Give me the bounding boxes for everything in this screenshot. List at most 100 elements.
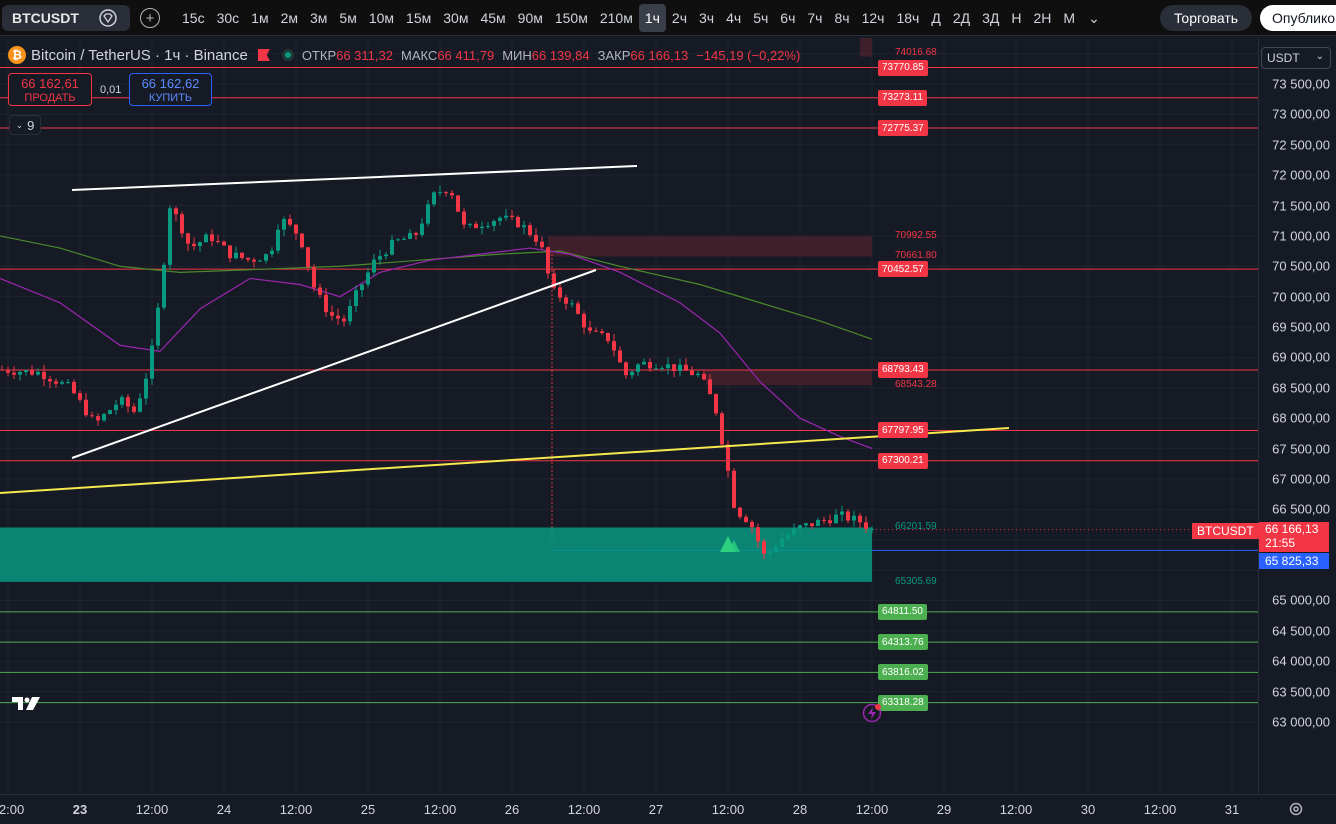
supply-zone: [548, 236, 872, 257]
candle-body: [852, 515, 856, 521]
level-tag[interactable]: 73273.11: [878, 89, 927, 106]
candle-body: [492, 221, 496, 226]
diamond-icon[interactable]: [98, 8, 118, 28]
interval-14[interactable]: 2ч: [671, 10, 688, 26]
interval-28[interactable]: М: [1063, 10, 1076, 26]
candle-body: [138, 398, 142, 412]
interval-26[interactable]: Н: [1011, 10, 1022, 26]
interval-27[interactable]: 2Н: [1033, 10, 1052, 26]
candle-body: [750, 522, 754, 528]
price-axis[interactable]: 73 500,00 73 000,00 72 500,00 72 000,00 71 5…: [1258, 38, 1336, 794]
candle-body: [186, 233, 190, 244]
time-axis[interactable]: 12:00 23 12:00 24 12:00 25 12:00 26 12:00 27 12:00…: [0, 794, 1336, 824]
indicators-toggle[interactable]: ⌄ 9: [9, 115, 41, 135]
level-tag[interactable]: 64313.76: [878, 634, 928, 651]
candle-body: [726, 444, 730, 471]
interval-12[interactable]: 210м: [599, 10, 633, 26]
lightning-icon[interactable]: [862, 703, 882, 723]
candle-body: [234, 252, 238, 259]
sell-button[interactable]: 66 162,61 ПРОДАТЬ: [8, 73, 92, 106]
candle-body: [300, 233, 304, 248]
interval-20[interactable]: 8ч: [834, 10, 850, 26]
flag-icon[interactable]: [257, 49, 270, 61]
interval-3[interactable]: 2м: [280, 10, 298, 26]
interval-7[interactable]: 15м: [406, 10, 432, 26]
interval-19[interactable]: 7ч: [807, 10, 823, 26]
interval-16[interactable]: 4ч: [726, 10, 742, 26]
interval-24[interactable]: 2Д: [952, 10, 971, 26]
candle-body: [870, 528, 874, 530]
spread-value: 0,01: [100, 84, 122, 96]
interval-9[interactable]: 45м: [480, 10, 506, 26]
symbol-name[interactable]: BTCUSDT: [12, 10, 79, 26]
ohlc-change: −145,19 (−0,22%): [696, 47, 801, 63]
candle-body: [822, 519, 826, 521]
price-tick: 68 000,00: [1272, 410, 1330, 426]
candle-body: [96, 416, 100, 421]
level-text: 74016.68: [895, 46, 937, 58]
interval-23[interactable]: Д: [931, 10, 941, 26]
candle-body: [228, 245, 232, 259]
interval-15[interactable]: 3ч: [699, 10, 715, 26]
candle-body: [618, 350, 622, 363]
interval-4[interactable]: 3м: [310, 10, 328, 26]
tradingview-logo-icon[interactable]: [12, 695, 44, 713]
gear-icon[interactable]: [1288, 801, 1304, 817]
interval-5[interactable]: 5м: [339, 10, 357, 26]
interval-17[interactable]: 5ч: [753, 10, 769, 26]
level-tag[interactable]: 67797.95: [878, 422, 928, 439]
candle-body: [84, 399, 88, 416]
candle-body: [270, 250, 274, 255]
interval-22[interactable]: 18ч: [896, 10, 920, 26]
candle-body: [66, 382, 70, 384]
level-tag[interactable]: 67300.21: [878, 452, 928, 469]
interval-25[interactable]: 3Д: [982, 10, 1000, 26]
interval-0[interactable]: 15с: [182, 10, 205, 26]
buy-button[interactable]: 66 162,62 КУПИТЬ: [129, 73, 212, 106]
price-tick: 72 000,00: [1272, 167, 1330, 183]
add-symbol-icon[interactable]: +: [140, 8, 160, 28]
interval-21[interactable]: 12ч: [861, 10, 885, 26]
price-tick: 64 500,00: [1272, 623, 1330, 639]
top-toolbar: BTCUSDT + 15с 30с 1м 2м 3м 5м 10м 15м 30м 45м 90м 1…: [0, 0, 1336, 36]
ma-purple-line: [0, 247, 873, 450]
interval-8[interactable]: 30м: [443, 10, 469, 26]
candle-body: [252, 259, 256, 262]
chevron-down-icon[interactable]: ⌄: [1088, 9, 1100, 26]
level-tag[interactable]: 63816.02: [878, 664, 928, 681]
level-tag[interactable]: 63318.28: [878, 694, 928, 711]
interval-6[interactable]: 10м: [368, 10, 395, 26]
interval-1[interactable]: 30с: [216, 10, 240, 26]
interval-10[interactable]: 90м: [517, 10, 543, 26]
candle-body: [528, 225, 532, 236]
candle-body: [570, 303, 574, 305]
interval-18[interactable]: 6ч: [780, 10, 796, 26]
interval-13[interactable]: 1ч: [638, 4, 666, 32]
price-tick: 64 000,00: [1272, 653, 1330, 669]
interval-11[interactable]: 150м: [554, 10, 588, 26]
candle-body: [312, 266, 316, 288]
level-tag[interactable]: 70452.57: [878, 261, 928, 278]
publish-button[interactable]: Опубликовать: [1260, 5, 1336, 31]
chart-pane[interactable]: [0, 38, 1258, 794]
level-tag[interactable]: 72775.37: [878, 120, 928, 137]
pair-title[interactable]: Bitcoin / TetherUS · 1ч · Binance: [31, 46, 248, 64]
candle-body: [810, 523, 814, 527]
trade-button[interactable]: Торговать: [1160, 5, 1252, 31]
bitcoin-logo-icon: ₿: [8, 46, 26, 64]
candle-body: [714, 394, 718, 414]
symbol-search[interactable]: BTCUSDT: [2, 5, 130, 31]
level-tag[interactable]: 68793.43: [878, 361, 928, 378]
candle-body: [72, 382, 76, 394]
level-tag[interactable]: 64811.50: [878, 603, 927, 620]
price-chart[interactable]: [0, 38, 1258, 794]
ohlc-open: ОТКР66 311,32: [301, 47, 393, 63]
candle-body: [216, 241, 220, 243]
interval-2[interactable]: 1м: [251, 10, 269, 26]
currency-label: USDT: [1267, 51, 1300, 65]
candle-body: [324, 294, 328, 313]
level-tag[interactable]: 73770.85: [878, 59, 928, 76]
candle-body: [378, 256, 382, 260]
candle-body: [846, 511, 850, 521]
currency-select[interactable]: USDT ⌄: [1261, 47, 1331, 69]
